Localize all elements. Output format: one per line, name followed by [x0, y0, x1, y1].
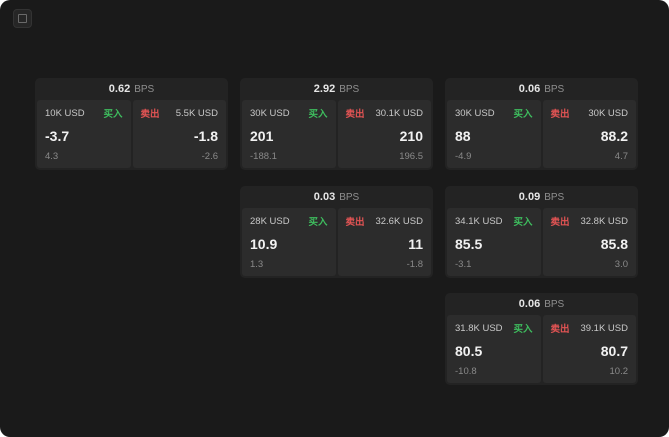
- spread-header: 0.03 BPS: [240, 186, 433, 208]
- sell-tile[interactable]: 卖出 32.8K USD 85.8 3.0: [542, 208, 636, 276]
- buy-secondary-value: -3.1: [455, 259, 472, 270]
- buy-side-label: 买入: [308, 109, 328, 120]
- buy-secondary-value: -10.8: [455, 366, 477, 377]
- spread-unit: BPS: [339, 191, 360, 203]
- buy-tile[interactable]: 28K USD 买入 10.9 1.3: [242, 208, 336, 276]
- buy-secondary-value: -188.1: [250, 151, 277, 162]
- quote-card: 0.06 BPS 31.8K USD 买入 80.5 -10.8 卖出 39.1…: [445, 293, 638, 385]
- buy-amount: 30K USD: [250, 107, 290, 119]
- spread-unit: BPS: [544, 298, 565, 310]
- sell-side-label: 卖出: [550, 217, 570, 228]
- spread-value: 0.03: [313, 191, 336, 203]
- spread-header: 2.92 BPS: [240, 78, 433, 100]
- sell-price: 85.8: [600, 235, 628, 252]
- buy-price: 88: [455, 127, 471, 144]
- quote-card: 2.92 BPS 30K USD 买入 201 -188.1 卖出 30.1K …: [240, 78, 433, 170]
- spread-value: 0.06: [518, 83, 541, 95]
- square-glyph-icon: [18, 14, 27, 23]
- sell-amount: 30.1K USD: [375, 107, 423, 119]
- quote-card: 0.06 BPS 30K USD 买入 88 -4.9 卖出 30K USD 8…: [445, 78, 638, 170]
- sell-tile[interactable]: 卖出 32.6K USD 11 -1.8: [337, 208, 431, 276]
- buy-amount: 30K USD: [455, 107, 495, 119]
- buy-price: 80.5: [455, 342, 483, 359]
- sell-tile[interactable]: 卖出 5.5K USD -1.8 -2.6: [132, 100, 226, 168]
- buy-price: 85.5: [455, 235, 483, 252]
- spread-unit: BPS: [544, 83, 565, 95]
- spread-value: 0.62: [108, 83, 131, 95]
- sell-secondary-value: 10.2: [609, 366, 629, 377]
- buy-secondary-value: 1.3: [250, 259, 264, 270]
- sell-amount: 39.1K USD: [580, 322, 628, 334]
- sell-price: 11: [408, 235, 423, 252]
- app-menu-icon[interactable]: [13, 9, 32, 28]
- buy-amount: 34.1K USD: [455, 215, 503, 227]
- sell-tile[interactable]: 卖出 39.1K USD 80.7 10.2: [542, 315, 636, 383]
- buy-price: 201: [250, 127, 274, 144]
- spread-value: 0.06: [518, 298, 541, 310]
- buy-side-label: 买入: [308, 217, 328, 228]
- buy-secondary-value: -4.9: [455, 151, 472, 162]
- spread-unit: BPS: [544, 191, 565, 203]
- spread-unit: BPS: [134, 83, 155, 95]
- buy-tile[interactable]: 34.1K USD 买入 85.5 -3.1: [447, 208, 541, 276]
- sell-side-label: 卖出: [345, 109, 365, 120]
- sell-amount: 30K USD: [588, 107, 628, 119]
- buy-price: -3.7: [45, 127, 70, 144]
- sell-secondary-value: 196.5: [399, 151, 423, 162]
- sell-price: 210: [399, 127, 423, 144]
- sell-side-label: 卖出: [550, 109, 570, 120]
- buy-side-label: 买入: [513, 109, 533, 120]
- sell-secondary-value: 3.0: [614, 259, 628, 270]
- buy-side-label: 买入: [513, 324, 533, 335]
- buy-tile[interactable]: 31.8K USD 买入 80.5 -10.8: [447, 315, 541, 383]
- sell-side-label: 卖出: [140, 109, 160, 120]
- spread-header: 0.09 BPS: [445, 186, 638, 208]
- buy-side-label: 买入: [513, 217, 533, 228]
- sell-price: 80.7: [600, 342, 628, 359]
- sell-secondary-value: -1.8: [406, 259, 423, 270]
- buy-amount: 28K USD: [250, 215, 290, 227]
- sell-secondary-value: -2.6: [201, 151, 218, 162]
- spread-value: 2.92: [313, 83, 336, 95]
- buy-price: 10.9: [250, 235, 278, 252]
- sell-amount: 32.6K USD: [375, 215, 423, 227]
- buy-side-label: 买入: [103, 109, 123, 120]
- spread-header: 0.06 BPS: [445, 293, 638, 315]
- buy-tile[interactable]: 30K USD 买入 88 -4.9: [447, 100, 541, 168]
- buy-tile[interactable]: 30K USD 买入 201 -188.1: [242, 100, 336, 168]
- quote-card: 0.03 BPS 28K USD 买入 10.9 1.3 卖出 32.6K US…: [240, 186, 433, 278]
- sell-side-label: 卖出: [345, 217, 365, 228]
- quote-card: 0.09 BPS 34.1K USD 买入 85.5 -3.1 卖出 32.8K…: [445, 186, 638, 278]
- quote-card: 0.62 BPS 10K USD 买入 -3.7 4.3 卖出 5.5K USD…: [35, 78, 228, 170]
- sell-tile[interactable]: 卖出 30K USD 88.2 4.7: [542, 100, 636, 168]
- buy-secondary-value: 4.3: [45, 151, 59, 162]
- sell-amount: 32.8K USD: [580, 215, 628, 227]
- sell-tile[interactable]: 卖出 30.1K USD 210 196.5: [337, 100, 431, 168]
- sell-price: -1.8: [193, 127, 218, 144]
- buy-tile[interactable]: 10K USD 买入 -3.7 4.3: [37, 100, 131, 168]
- sell-price: 88.2: [600, 127, 628, 144]
- spread-header: 0.62 BPS: [35, 78, 228, 100]
- buy-amount: 31.8K USD: [455, 322, 503, 334]
- spread-value: 0.09: [518, 191, 541, 203]
- sell-secondary-value: 4.7: [614, 151, 628, 162]
- sell-side-label: 卖出: [550, 324, 570, 335]
- spread-unit: BPS: [339, 83, 360, 95]
- buy-amount: 10K USD: [45, 107, 85, 119]
- spread-header: 0.06 BPS: [445, 78, 638, 100]
- sell-amount: 5.5K USD: [175, 107, 218, 119]
